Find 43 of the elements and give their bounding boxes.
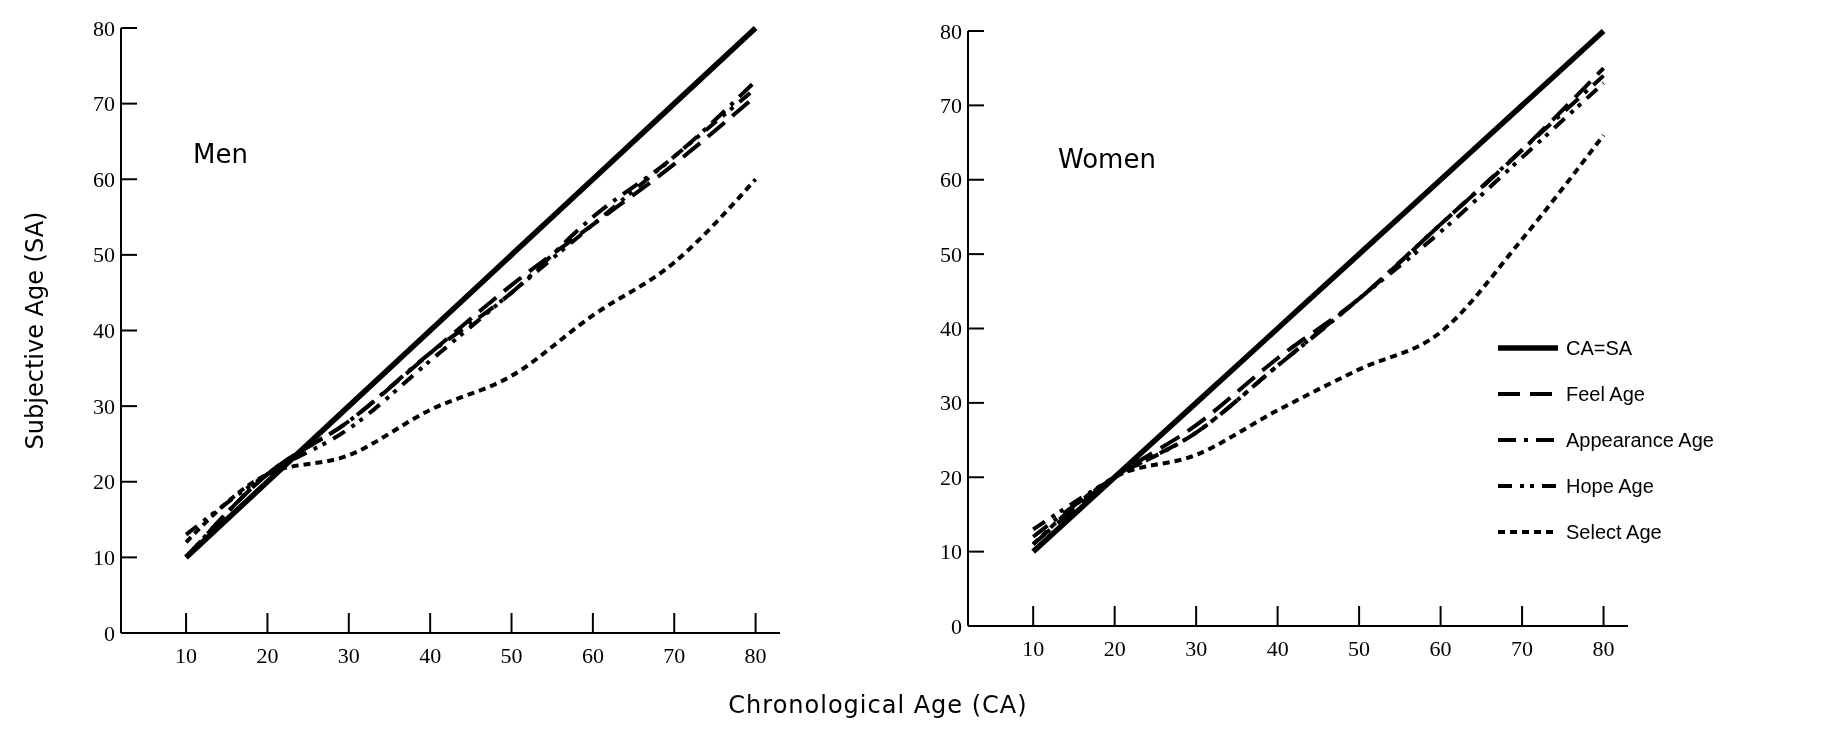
x-tick-label: 50 [500, 643, 523, 668]
x-tick-label: 20 [256, 643, 279, 668]
x-tick-label: 60 [581, 643, 604, 668]
y-axis-title: Subjective Age (SA) [21, 211, 49, 450]
y-tick-label: 20 [940, 464, 962, 490]
x-tick-label: 10 [175, 643, 198, 668]
y-tick-label: 10 [93, 544, 115, 570]
legend-label: Appearance Age [1566, 429, 1714, 451]
x-axis-title: Chronological Age (CA) [728, 691, 1028, 719]
y-tick-label: 60 [93, 166, 115, 192]
x-tick-label: 80 [744, 643, 767, 668]
legend-label: Feel Age [1566, 383, 1645, 405]
x-tick-label: 40 [1266, 636, 1289, 661]
legend-label: Select Age [1566, 521, 1662, 543]
y-tick-label: 50 [940, 241, 962, 267]
x-tick-label: 30 [1185, 636, 1208, 661]
y-tick-label: 80 [93, 15, 115, 41]
legend-label: CA=SA [1566, 337, 1633, 359]
x-tick-label: 70 [1511, 636, 1534, 661]
annotation: Women [1058, 144, 1156, 174]
x-tick-label: 80 [1592, 636, 1615, 661]
x-tick-label: 30 [337, 643, 360, 668]
x-tick-label: 60 [1429, 636, 1452, 661]
y-tick-label: 20 [93, 469, 115, 495]
y-tick-label: 10 [940, 539, 962, 565]
y-tick-label: 40 [93, 318, 115, 343]
y-tick-label: 70 [93, 91, 115, 117]
x-tick-label: 20 [1103, 636, 1126, 661]
annotation: Men [193, 139, 248, 169]
x-tick-label: 50 [1348, 636, 1371, 661]
y-tick-label: 0 [104, 620, 115, 646]
y-tick-label: 70 [940, 92, 962, 118]
x-tick-label: 40 [419, 643, 442, 668]
y-tick-label: 0 [951, 613, 962, 639]
y-tick-label: 50 [93, 242, 115, 268]
y-tick-label: 60 [940, 167, 962, 193]
y-tick-label: 30 [93, 393, 115, 419]
y-tick-label: 40 [940, 316, 962, 341]
x-tick-label: 10 [1022, 636, 1045, 661]
legend-label: Hope Age [1566, 475, 1654, 497]
x-tick-label: 70 [663, 643, 686, 668]
y-tick-label: 80 [940, 18, 962, 44]
y-tick-label: 30 [940, 390, 962, 416]
